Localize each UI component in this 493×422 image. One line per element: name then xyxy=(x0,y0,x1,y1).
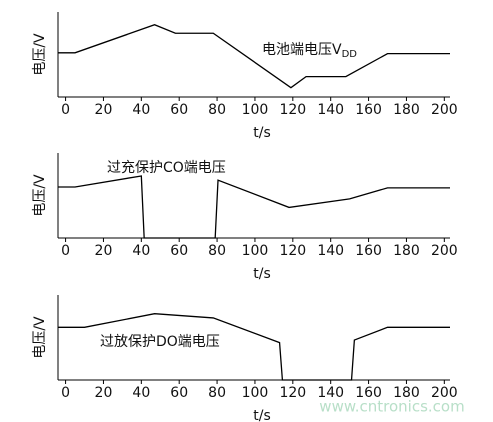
x-tick-label: 200 xyxy=(431,385,458,401)
annotation: 电池端电压VDD xyxy=(262,42,357,60)
x-tick-label: 120 xyxy=(279,385,306,401)
x-axis-title: t/s xyxy=(253,125,271,141)
x-tick-label: 180 xyxy=(393,243,420,259)
x-tick-label: 120 xyxy=(279,102,306,118)
x-axis-title: t/s xyxy=(253,266,271,282)
x-tick-label: 100 xyxy=(242,102,269,118)
x-tick-label: 200 xyxy=(431,102,458,118)
data-line xyxy=(58,24,450,89)
x-axis-title: t/s xyxy=(253,408,271,422)
x-tick-label: 40 xyxy=(132,385,150,401)
x-tick-label: 0 xyxy=(61,102,70,118)
x-tick-label: 140 xyxy=(317,385,344,401)
x-tick-label: 160 xyxy=(355,102,382,118)
data-line xyxy=(58,175,450,239)
x-tick-label: 160 xyxy=(355,385,382,401)
annotation-text: 过放保护DO端电压 xyxy=(100,334,220,350)
x-tick-label: 120 xyxy=(279,243,306,259)
x-tick-label: 60 xyxy=(170,385,188,401)
x-tick-label: 160 xyxy=(355,243,382,259)
x-tick-label: 180 xyxy=(393,102,420,118)
data-line xyxy=(58,313,450,381)
x-tick-label: 80 xyxy=(208,243,226,259)
x-tick-label: 80 xyxy=(208,385,226,401)
x-tick-label: 100 xyxy=(242,243,269,259)
x-tick-label: 0 xyxy=(61,385,70,401)
x-tick-label: 20 xyxy=(95,243,113,259)
x-tick-label: 80 xyxy=(208,102,226,118)
x-tick-label: 20 xyxy=(95,385,113,401)
y-axis-title: 电压/V xyxy=(32,33,48,76)
x-tick-label: 140 xyxy=(317,102,344,118)
x-tick-label: 20 xyxy=(95,102,113,118)
x-tick-label: 40 xyxy=(132,243,150,259)
y-axis-title: 电压/V xyxy=(32,174,48,217)
x-tick-label: 60 xyxy=(170,102,188,118)
watermark: www.cntronics.com xyxy=(319,398,464,416)
annotation-text: 过充保护CO端电压 xyxy=(107,160,226,176)
x-tick-label: 200 xyxy=(431,243,458,259)
x-tick-label: 180 xyxy=(393,385,420,401)
y-axis-title: 电压/V xyxy=(32,316,48,359)
annotation-subscript: DD xyxy=(342,49,358,60)
annotation-text: 电池端电压V xyxy=(262,42,342,58)
annotation: 过充保护CO端电压 xyxy=(107,160,226,176)
x-tick-label: 40 xyxy=(132,102,150,118)
x-tick-label: 140 xyxy=(317,243,344,259)
annotation: 过放保护DO端电压 xyxy=(100,334,220,350)
x-tick-label: 60 xyxy=(170,243,188,259)
x-tick-label: 100 xyxy=(242,385,269,401)
x-tick-label: 0 xyxy=(61,243,70,259)
